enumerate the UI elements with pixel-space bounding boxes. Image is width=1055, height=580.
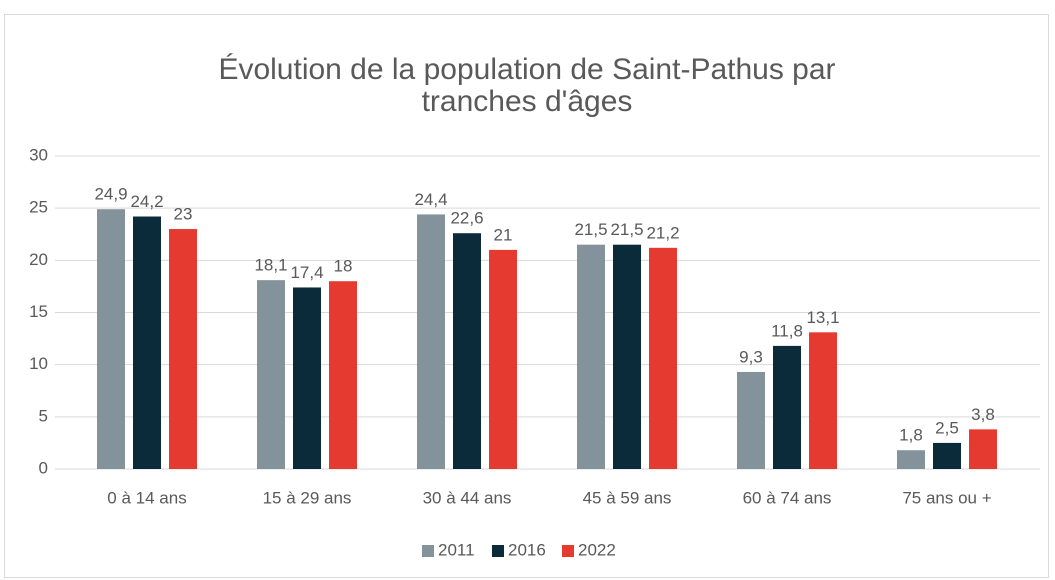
legend-swatch (422, 545, 434, 557)
chart-title: Évolution de la population de Saint-Path… (218, 53, 836, 118)
y-tick-label: 10 (29, 354, 48, 373)
value-label: 24,4 (414, 190, 447, 209)
bar (257, 280, 285, 469)
bar (897, 450, 925, 469)
bar (933, 442, 961, 469)
value-label: 11,8 (771, 321, 803, 340)
bar (489, 249, 517, 469)
legend-label: 2016 (508, 540, 546, 559)
value-label: 3,8 (971, 405, 995, 424)
x-tick-label: 45 à 59 ans (583, 488, 672, 507)
y-tick-label: 0 (39, 458, 48, 477)
bar (417, 214, 445, 469)
value-label: 18,1 (254, 256, 287, 275)
value-label: 22,6 (450, 209, 483, 228)
bar (169, 229, 197, 469)
value-label: 21,5 (610, 220, 643, 239)
value-label: 9,3 (739, 347, 763, 366)
y-tick-label: 5 (39, 406, 48, 425)
legend-swatch (562, 545, 574, 557)
value-label: 21,5 (574, 220, 607, 239)
bar (329, 281, 357, 469)
x-tick-label: 15 à 29 ans (263, 488, 352, 507)
bar (453, 233, 481, 469)
y-tick-label: 25 (29, 198, 48, 217)
value-label: 1,8 (899, 426, 923, 445)
bar (649, 247, 677, 469)
bar (773, 345, 801, 469)
x-tick-label: 60 à 74 ans (743, 488, 832, 507)
bar (969, 429, 997, 469)
x-tick-label: 75 ans ou + (902, 488, 991, 507)
value-label: 24,2 (130, 192, 163, 211)
value-label: 21 (494, 225, 513, 244)
chart-frame (4, 14, 1049, 578)
y-tick-label: 20 (29, 250, 48, 269)
legend-label: 2022 (578, 540, 616, 559)
bar (577, 244, 605, 469)
value-label: 17,4 (290, 263, 323, 282)
legend-swatch (492, 545, 504, 557)
value-label: 23 (174, 205, 193, 224)
value-label: 13,1 (806, 308, 839, 327)
bar (613, 244, 641, 469)
bar (133, 216, 161, 469)
y-tick-label: 15 (29, 302, 48, 321)
value-label: 24,9 (94, 185, 127, 204)
x-tick-label: 30 à 44 ans (423, 488, 512, 507)
bar (97, 209, 125, 469)
legend-label: 2011 (438, 540, 475, 559)
bar (809, 332, 837, 469)
value-label: 2,5 (935, 418, 959, 437)
bar (293, 287, 321, 469)
y-tick-label: 30 (29, 145, 48, 164)
value-label: 21,2 (646, 223, 679, 242)
value-label: 18 (334, 257, 353, 276)
bar (737, 371, 765, 469)
x-tick-label: 0 à 14 ans (107, 488, 186, 507)
